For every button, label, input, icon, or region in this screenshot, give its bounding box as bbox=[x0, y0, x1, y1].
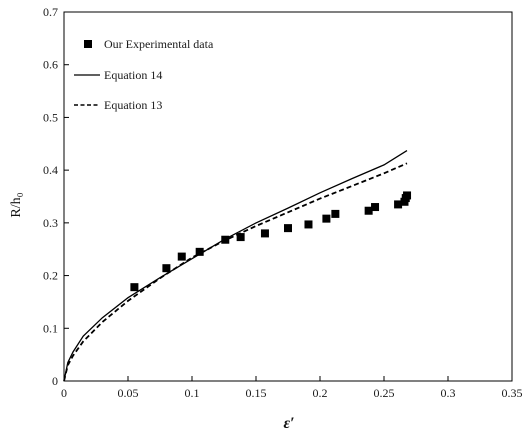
y-tick-label: 0.3 bbox=[43, 216, 58, 230]
y-tick-label: 0 bbox=[52, 374, 58, 388]
data-point-marker bbox=[236, 233, 245, 242]
x-tick-label: 0.1 bbox=[185, 386, 200, 400]
legend-label-experimental: Our Experimental data bbox=[104, 37, 214, 51]
series-line-equation-13 bbox=[63, 162, 408, 382]
legend-label-equation-14: Equation 14 bbox=[104, 68, 162, 82]
y-tick-label: 0.5 bbox=[43, 110, 58, 124]
legend-label-equation-13: Equation 13 bbox=[104, 98, 162, 112]
data-point-marker bbox=[221, 235, 230, 244]
x-tick-label: 0.15 bbox=[246, 386, 267, 400]
x-tick-label: 0.35 bbox=[502, 386, 523, 400]
data-point-marker bbox=[284, 224, 292, 233]
legend-marker-experimental bbox=[84, 40, 92, 48]
y-tick-label: 0.4 bbox=[43, 163, 58, 177]
axes bbox=[63, 11, 513, 382]
y-tick-label: 0.1 bbox=[43, 321, 58, 335]
y-ticks: 0 0.1 0.2 0.3 0.4 0.5 0.6 0.7 bbox=[43, 5, 69, 388]
x-tick-label: 0.25 bbox=[374, 386, 395, 400]
y-tick-label: 0.6 bbox=[43, 58, 58, 72]
y-axis-title: R/h₀ bbox=[9, 192, 24, 217]
y-tick-label: 0.7 bbox=[43, 5, 58, 19]
data-point-marker bbox=[195, 247, 204, 256]
data-point-marker bbox=[260, 229, 269, 238]
y-tick-label: 0.2 bbox=[43, 269, 58, 283]
x-tick-label: 0.05 bbox=[118, 386, 139, 400]
x-tick-label: 0.3 bbox=[441, 386, 456, 400]
data-point-marker bbox=[364, 206, 373, 215]
data-point-marker bbox=[177, 252, 186, 261]
data-point-marker bbox=[304, 220, 313, 229]
data-point-marker bbox=[162, 264, 171, 273]
x-tick-label: 0.2 bbox=[313, 386, 328, 400]
legend: Our Experimental data Equation 14 Equati… bbox=[74, 37, 214, 112]
x-axis-title: ε′ bbox=[283, 415, 294, 432]
data-point-marker bbox=[331, 209, 340, 218]
data-point-marker bbox=[394, 200, 403, 209]
x-ticks: 0 0.05 0.1 0.15 0.2 0.25 0.3 0.35 bbox=[61, 376, 523, 400]
data-point-marker bbox=[403, 191, 412, 200]
data-point-marker bbox=[322, 214, 331, 223]
series-line-equation-14 bbox=[63, 150, 408, 382]
data-point-marker bbox=[371, 203, 380, 212]
x-tick-label: 0 bbox=[61, 386, 67, 400]
plot-lines bbox=[63, 150, 408, 382]
plot-markers bbox=[130, 191, 412, 292]
plot-area-frame bbox=[63, 11, 513, 382]
data-point-marker bbox=[130, 283, 139, 292]
